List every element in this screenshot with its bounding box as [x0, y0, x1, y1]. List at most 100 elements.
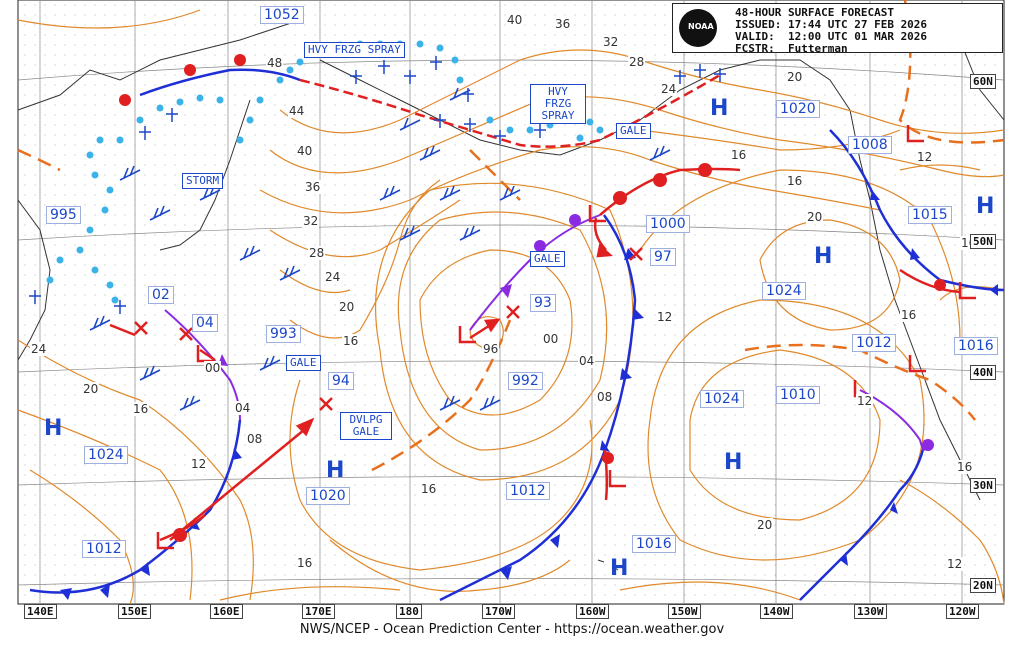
isobar-label: 16 — [420, 482, 438, 496]
isobar-label: 20 — [338, 300, 356, 314]
isobar-label: 16 — [786, 174, 804, 188]
warm-front-bumps — [119, 54, 946, 542]
warning-label: GALE — [530, 251, 565, 267]
isobar-label: 96 — [482, 342, 500, 356]
warning-label: DVLPG GALE — [340, 412, 392, 440]
isobar-label: 12 — [190, 457, 208, 471]
isobar-label: 16 — [132, 402, 150, 416]
pressure-value: 1024 — [84, 446, 128, 464]
stationary-fronts — [299, 73, 721, 148]
pressure-value: 995 — [46, 206, 81, 224]
isobar-label: 20 — [786, 70, 804, 84]
longitude-label: 150E — [118, 604, 151, 619]
isobar-label: 04 — [578, 354, 596, 368]
isobar-label: 24 — [324, 270, 342, 284]
header-forecaster: FCSTR: Futterman — [735, 42, 848, 55]
isobar-label: 08 — [246, 432, 264, 446]
isobar-label: 08 — [596, 390, 614, 404]
pressure-value: 04 — [192, 314, 218, 332]
graticule — [17, 0, 1005, 604]
longitude-label: 140E — [24, 604, 57, 619]
high-pressure-center: H — [976, 194, 995, 219]
latitude-label: 60N — [970, 74, 996, 89]
pressure-value: 1024 — [762, 282, 806, 300]
pressure-value: 1008 — [848, 136, 892, 154]
pressure-value: 1012 — [82, 540, 126, 558]
cold-front-barbs — [60, 190, 998, 600]
isobar-label: 16 — [900, 308, 918, 322]
header-valid: VALID: 12:00 UTC 01 MAR 2026 — [735, 30, 928, 43]
low-markers — [134, 125, 976, 550]
isobar-label: 12 — [946, 557, 964, 571]
isobar-label: 28 — [308, 246, 326, 260]
longitude-label: 120W — [946, 604, 979, 619]
isobar-label: 36 — [554, 17, 572, 31]
isobar-label: 44 — [288, 104, 306, 118]
forecast-header: NOAA 48-HOUR SURFACE FORECAST ISSUED: 17:… — [672, 3, 1003, 55]
pressure-value: 1024 — [700, 390, 744, 408]
pressure-value: 97 — [650, 248, 676, 266]
high-pressure-center: H — [610, 556, 629, 581]
latitude-label: 50N — [970, 234, 996, 249]
isobar-label: 40 — [506, 13, 524, 27]
header-text: 48-HOUR SURFACE FORECAST ISSUED: 17:44 UT… — [735, 7, 927, 55]
isobar-label: 12 — [916, 150, 934, 164]
pressure-value: 1010 — [776, 386, 820, 404]
isobar-label: 24 — [660, 82, 678, 96]
footer-credit: NWS/NCEP - Ocean Prediction Center - htt… — [299, 622, 725, 637]
storm-tracks — [109, 217, 613, 541]
header-issued: ISSUED: 17:44 UTC 27 FEB 2026 — [735, 18, 928, 31]
isobar-label: 04 — [234, 401, 252, 415]
isobar-label: 20 — [806, 210, 824, 224]
longitude-label: 180 — [396, 604, 422, 619]
pressure-value: 1020 — [306, 487, 350, 505]
isobar-label: 48 — [266, 56, 284, 70]
pressure-value: 1016 — [632, 535, 676, 553]
warning-label: STORM — [182, 173, 224, 189]
isobar-label: 32 — [602, 35, 620, 49]
longitude-label: 160W — [576, 604, 609, 619]
isobar-label: 32 — [302, 214, 320, 228]
high-pressure-center: H — [724, 450, 743, 475]
warning-label: HVY FRZG SPRAY — [304, 42, 405, 58]
isobar-label: 20 — [756, 518, 774, 532]
warning-label: HVY FRZG SPRAY — [530, 84, 586, 124]
isobar-label: 40 — [296, 144, 314, 158]
isobar-label: 00 — [542, 332, 560, 346]
pressure-value: 992 — [508, 372, 543, 390]
high-pressure-center: H — [814, 244, 833, 269]
pressure-value: 02 — [148, 286, 174, 304]
isobar-label: 16 — [956, 460, 974, 474]
warning-label: GALE — [616, 123, 651, 139]
isobar-label: 36 — [304, 180, 322, 194]
isobar-label: 20 — [82, 382, 100, 396]
longitude-label: 170E — [302, 604, 335, 619]
noaa-logo: NOAA — [679, 9, 717, 47]
high-pressure-center: H — [44, 416, 63, 441]
isobar-label: 12 — [856, 394, 874, 408]
header-title: 48-HOUR SURFACE FORECAST — [735, 6, 894, 19]
isobar-label: 16 — [342, 334, 360, 348]
isobar-label: 12 — [656, 310, 674, 324]
longitude-label: 170W — [482, 604, 515, 619]
pressure-value: 94 — [328, 372, 354, 390]
pressure-value: 1012 — [852, 334, 896, 352]
isobar-label: 00 — [204, 361, 222, 375]
latitude-label: 30N — [970, 478, 996, 493]
longitude-label: 140W — [760, 604, 793, 619]
pressure-value: 1015 — [908, 206, 952, 224]
high-pressure-center: H — [710, 96, 729, 121]
isobar-label: 16 — [296, 556, 314, 570]
pressure-value: 993 — [266, 325, 301, 343]
pressure-value: 1016 — [954, 337, 998, 355]
isobar-label: 16 — [730, 148, 748, 162]
pressure-value: 1020 — [776, 100, 820, 118]
pressure-value: 93 — [530, 294, 556, 312]
freezing-spray-symbols — [29, 56, 726, 314]
isobar-label: 24 — [30, 342, 48, 356]
pressure-value: 1052 — [260, 6, 304, 24]
longitude-label: 160E — [210, 604, 243, 619]
pressure-value: 1000 — [646, 215, 690, 233]
longitude-label: 130W — [854, 604, 887, 619]
